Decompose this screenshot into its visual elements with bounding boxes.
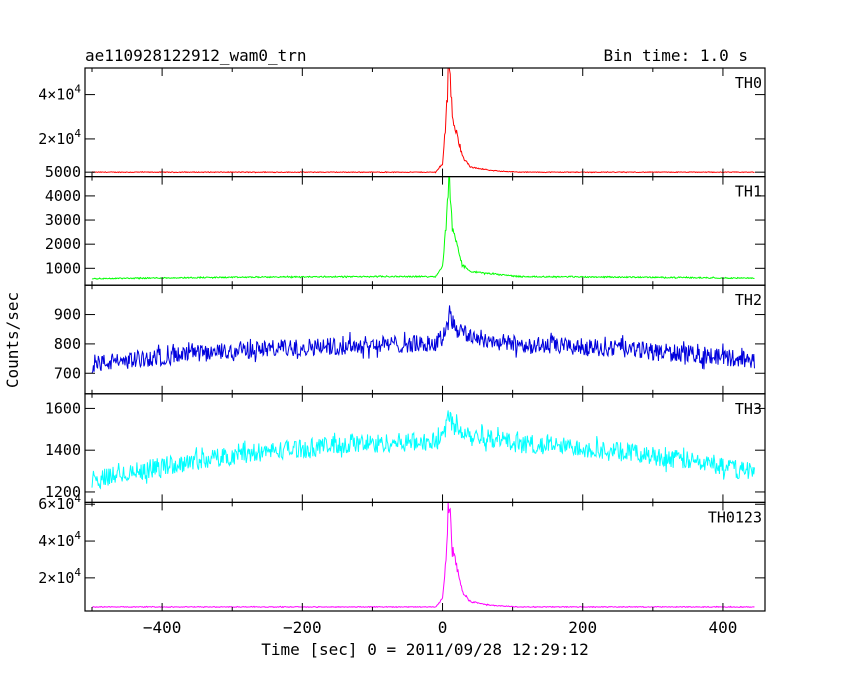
x-axis-label: Time [sec] 0 = 2011/09/28 12:29:12 <box>261 640 589 659</box>
y-tick-label: 2000 <box>45 235 81 253</box>
y-tick-label: 3000 <box>45 211 81 229</box>
bin-time-label: Bin time: 1.0 s <box>604 46 749 65</box>
y-tick-label: 1400 <box>45 441 81 459</box>
series-line-th0123 <box>91 502 755 609</box>
y-tick-label: 2×104 <box>38 127 81 148</box>
y-tick-label: 900 <box>54 306 81 324</box>
x-tick-label: −200 <box>283 618 322 637</box>
x-tick-label: 200 <box>568 618 597 637</box>
y-tick-label: 800 <box>54 335 81 353</box>
y-tick-label: 1200 <box>45 483 81 501</box>
y-axis-label: Counts/sec <box>3 292 22 388</box>
y-tick-label: 2×104 <box>38 566 81 587</box>
y-tick-label: 4×104 <box>38 529 81 550</box>
panel-label-th1: TH1 <box>735 183 762 201</box>
series-line-th1 <box>91 176 755 280</box>
panel-label-th0123: TH0123 <box>708 508 762 526</box>
y-tick-label: 700 <box>54 364 81 382</box>
series-line-th0 <box>91 68 755 174</box>
series-line-th2 <box>91 305 755 374</box>
series-line-th3 <box>91 410 755 490</box>
y-tick-label: 4×104 <box>38 83 81 104</box>
y-tick-label: 1600 <box>45 399 81 417</box>
y-tick-label: 6×104 <box>38 492 81 513</box>
y-tick-label: 4000 <box>45 187 81 205</box>
x-tick-label: −400 <box>143 618 182 637</box>
y-tick-label: 5000 <box>45 163 81 181</box>
panel-label-th3: TH3 <box>735 400 762 418</box>
panel-label-th2: TH2 <box>735 291 762 309</box>
panel-label-th0: TH0 <box>735 74 762 92</box>
panel-frame-th0 <box>84 67 766 178</box>
x-tick-label: 0 <box>438 618 448 637</box>
y-tick-label: 1000 <box>45 259 81 277</box>
panel-frame-th2 <box>84 284 766 395</box>
panel-frame-th0123 <box>84 501 766 612</box>
chart-title: ae110928122912_wam0_trn <box>85 46 307 65</box>
x-tick-label: 400 <box>708 618 737 637</box>
panel-frame-th1 <box>84 176 766 286</box>
